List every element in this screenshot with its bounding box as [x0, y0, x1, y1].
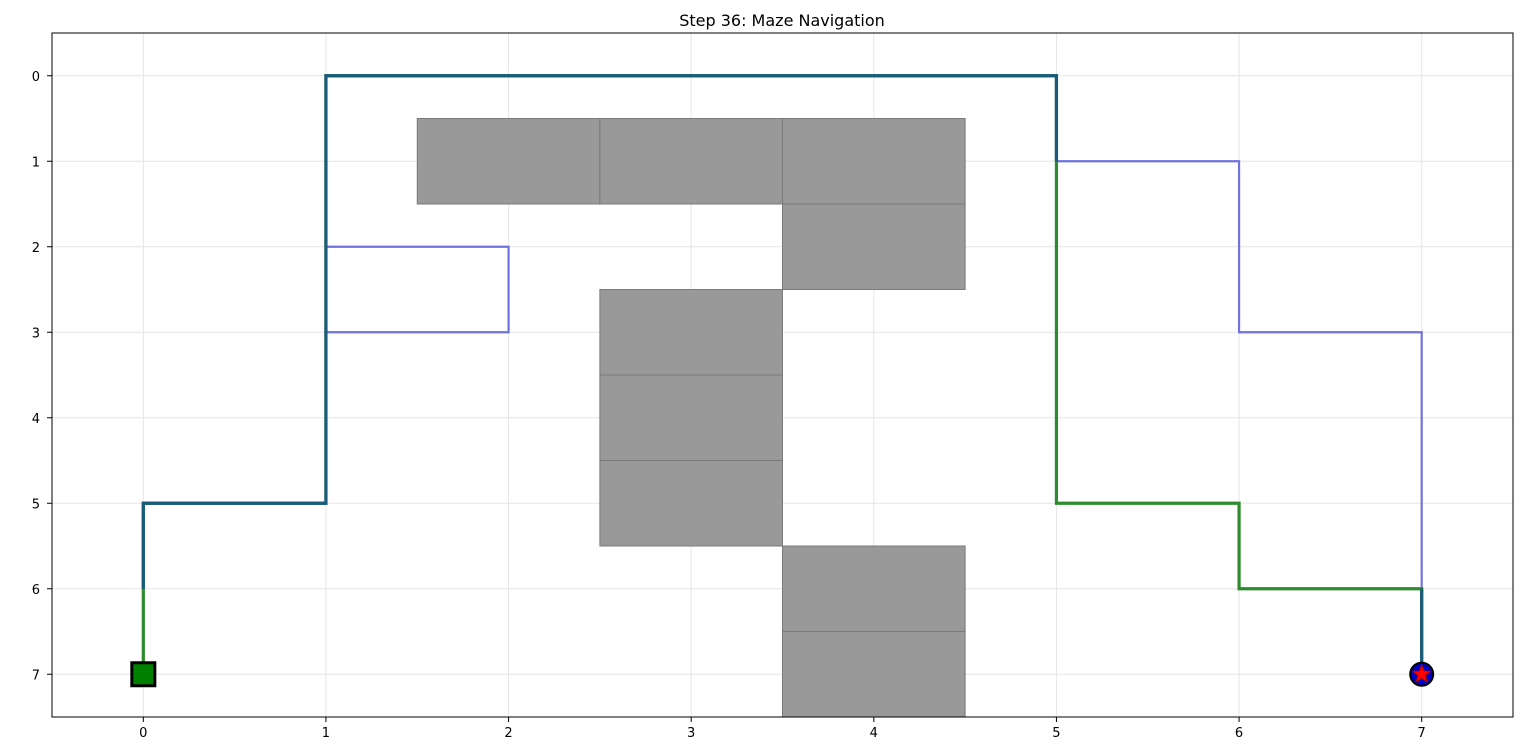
y-tick-label: 5 — [32, 497, 40, 512]
path-agent — [141, 246, 328, 589]
wall-cell — [416, 118, 601, 205]
goal-marker — [1411, 663, 1433, 684]
maze-walls — [416, 118, 966, 718]
path-agent — [324, 74, 1059, 247]
y-tick-label: 3 — [32, 326, 40, 341]
y-tick-label: 1 — [32, 155, 40, 170]
x-tick-label: 1 — [322, 726, 330, 741]
markers — [130, 661, 1435, 688]
y-tick-label: 7 — [32, 668, 40, 683]
wall-cell — [782, 203, 966, 290]
x-tick-label: 7 — [1418, 726, 1426, 741]
chart-title: Step 36: Maze Navigation — [679, 11, 885, 30]
y-tick-label: 4 — [32, 412, 40, 427]
wall-cell — [782, 118, 966, 205]
x-tick-label: 6 — [1235, 726, 1243, 741]
start-marker — [130, 661, 157, 688]
wall-cell — [599, 289, 783, 376]
y-tick-label: 2 — [32, 241, 40, 256]
wall-cell — [599, 374, 783, 461]
y-tick-label: 6 — [32, 583, 40, 598]
axis-ticks: 0 1 2 3 4 5 6 7 0 1 2 3 4 5 6 7 — [32, 70, 1426, 741]
wall-cell — [782, 545, 966, 632]
wall-cell — [599, 118, 783, 205]
y-tick-label: 0 — [32, 70, 40, 85]
plot-frame — [51, 32, 1514, 718]
paths — [141, 74, 1424, 675]
x-tick-label: 2 — [504, 726, 512, 741]
x-tick-label: 3 — [687, 726, 695, 741]
x-tick-label: 5 — [1052, 726, 1060, 741]
x-tick-label: 0 — [139, 726, 147, 741]
x-tick-label: 4 — [870, 726, 878, 741]
wall-cell — [599, 460, 783, 547]
wall-cell — [782, 631, 966, 718]
